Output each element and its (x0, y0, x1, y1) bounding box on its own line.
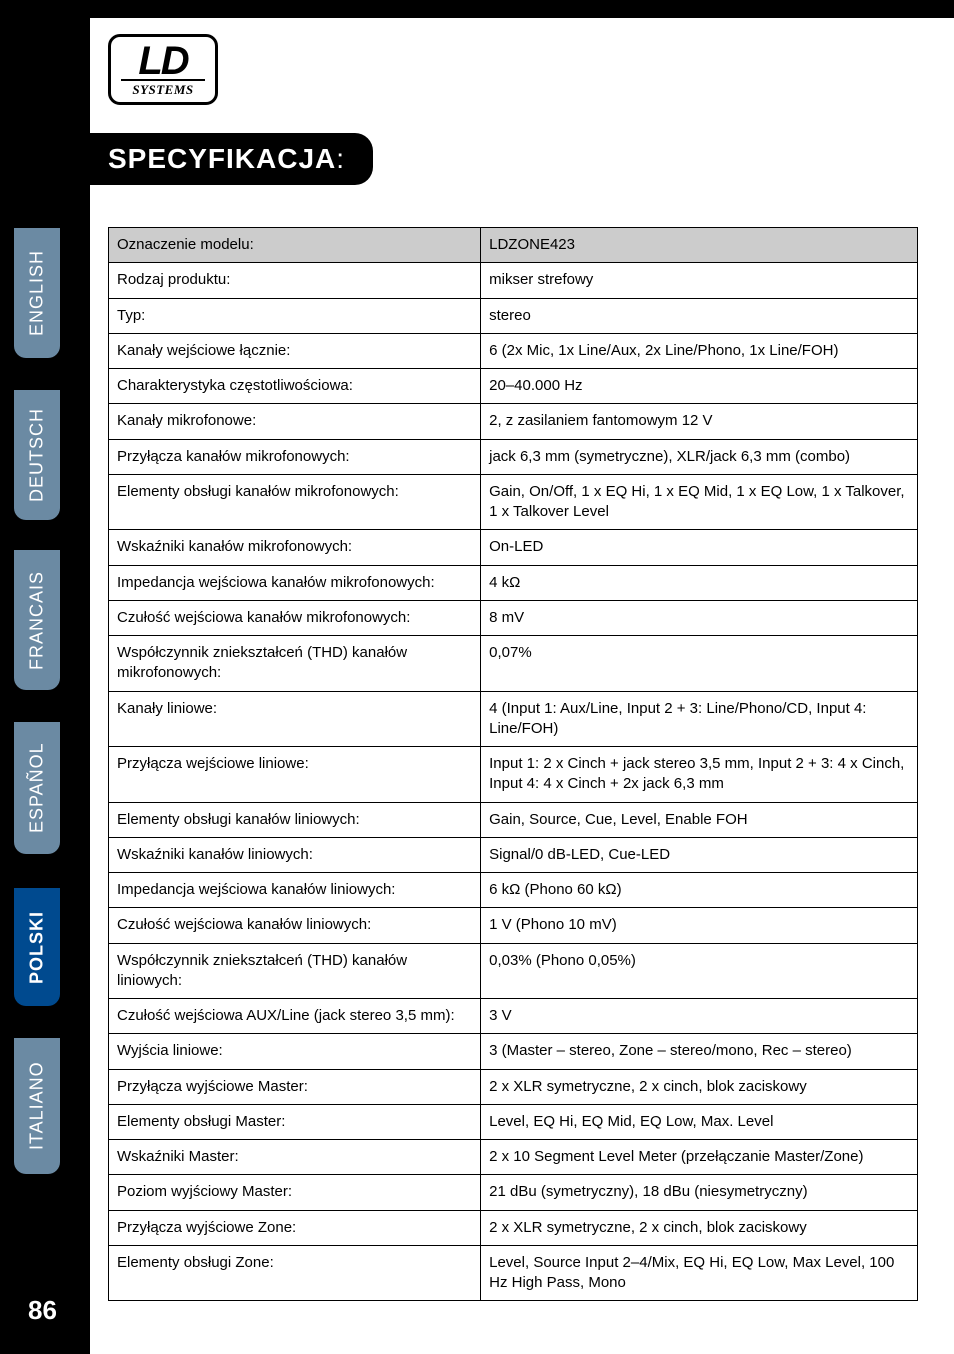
section-title-colon: : (336, 143, 345, 174)
page-number: 86 (28, 1295, 57, 1326)
spec-label: Czułość wejściowa kanałów liniowych: (109, 908, 481, 943)
table-row: Kanały wejściowe łącznie:6 (2x Mic, 1x L… (109, 333, 918, 368)
table-row: Czułość wejściowa kanałów mikrofonowych:… (109, 600, 918, 635)
spec-label: Wyjścia liniowe: (109, 1034, 481, 1069)
table-row: Oznaczenie modelu:LDZONE423 (109, 228, 918, 263)
spec-table: Oznaczenie modelu:LDZONE423Rodzaj produk… (108, 227, 918, 1301)
spec-value: On-LED (481, 530, 918, 565)
spec-value: stereo (481, 298, 918, 333)
section-title: SPECYFIKACJA: (90, 133, 373, 185)
spec-value: 8 mV (481, 600, 918, 635)
spec-value: Gain, On/Off, 1 x EQ Hi, 1 x EQ Mid, 1 x… (481, 474, 918, 530)
spec-label: Przyłącza wejściowe liniowe: (109, 747, 481, 803)
spec-label: Impedancja wejściowa kanałów mikrofonowy… (109, 565, 481, 600)
table-row: Współczynnik zniekształceń (THD) kanałów… (109, 943, 918, 999)
spec-value: Signal/0 dB-LED, Cue-LED (481, 837, 918, 872)
page-content: LD SYSTEMS SPECYFIKACJA: Oznaczenie mode… (90, 0, 954, 1354)
section-title-text: SPECYFIKACJA (108, 143, 336, 174)
lang-tab-english[interactable]: ENGLISH (14, 228, 60, 358)
spec-value: 2 x XLR symetryczne, 2 x cinch, blok zac… (481, 1210, 918, 1245)
spec-label: Oznaczenie modelu: (109, 228, 481, 263)
spec-label: Elementy obsługi Zone: (109, 1245, 481, 1301)
spec-label: Przyłącza wyjściowe Master: (109, 1069, 481, 1104)
table-row: Impedancja wejściowa kanałów mikrofonowy… (109, 565, 918, 600)
table-row: Impedancja wejściowa kanałów liniowych:6… (109, 873, 918, 908)
spec-value: 21 dBu (symetryczny), 18 dBu (niesymetry… (481, 1175, 918, 1210)
spec-value: Gain, Source, Cue, Level, Enable FOH (481, 802, 918, 837)
logo-brand-text: LD (121, 43, 205, 79)
table-row: Czułość wejściowa kanałów liniowych:1 V … (109, 908, 918, 943)
spec-value: 2 x XLR symetryczne, 2 x cinch, blok zac… (481, 1069, 918, 1104)
spec-label: Czułość wejściowa AUX/Line (jack stereo … (109, 999, 481, 1034)
spec-value: 3 (Master – stereo, Zone – stereo/mono, … (481, 1034, 918, 1069)
table-row: Czułość wejściowa AUX/Line (jack stereo … (109, 999, 918, 1034)
table-row: Przyłącza wejściowe liniowe:Input 1: 2 x… (109, 747, 918, 803)
table-row: Kanały mikrofonowe:2, z zasilaniem fanto… (109, 404, 918, 439)
spec-value: Level, Source Input 2–4/Mix, EQ Hi, EQ L… (481, 1245, 918, 1301)
table-row: Wskaźniki Master:2 x 10 Segment Level Me… (109, 1140, 918, 1175)
brand-logo: LD SYSTEMS (108, 34, 218, 105)
table-row: Wskaźniki kanałów mikrofonowych:On-LED (109, 530, 918, 565)
spec-label: Czułość wejściowa kanałów mikrofonowych: (109, 600, 481, 635)
spec-label: Elementy obsługi Master: (109, 1104, 481, 1139)
spec-value: Level, EQ Hi, EQ Mid, EQ Low, Max. Level (481, 1104, 918, 1139)
spec-label: Przyłącza kanałów mikrofonowych: (109, 439, 481, 474)
spec-value: 6 (2x Mic, 1x Line/Aux, 2x Line/Phono, 1… (481, 333, 918, 368)
spec-value: 1 V (Phono 10 mV) (481, 908, 918, 943)
table-row: Elementy obsługi Zone:Level, Source Inpu… (109, 1245, 918, 1301)
spec-label: Rodzaj produktu: (109, 263, 481, 298)
spec-label: Typ: (109, 298, 481, 333)
lang-tab-italiano[interactable]: ITALIANO (14, 1038, 60, 1174)
table-row: Charakterystyka częstotliwościowa:20–40.… (109, 369, 918, 404)
header-bar (90, 0, 954, 18)
table-row: Wyjścia liniowe:3 (Master – stereo, Zone… (109, 1034, 918, 1069)
spec-label: Wskaźniki kanałów liniowych: (109, 837, 481, 872)
table-row: Wskaźniki kanałów liniowych:Signal/0 dB-… (109, 837, 918, 872)
table-row: Typ:stereo (109, 298, 918, 333)
table-row: Elementy obsługi Master:Level, EQ Hi, EQ… (109, 1104, 918, 1139)
table-row: Rodzaj produktu:mikser strefowy (109, 263, 918, 298)
spec-value: 6 kΩ (Phono 60 kΩ) (481, 873, 918, 908)
spec-label: Kanały wejściowe łącznie: (109, 333, 481, 368)
spec-label: Wskaźniki kanałów mikrofonowych: (109, 530, 481, 565)
spec-label: Poziom wyjściowy Master: (109, 1175, 481, 1210)
spec-label: Kanały liniowe: (109, 691, 481, 747)
language-rail: ENGLISH DEUTSCH FRANCAIS ESPAÑOL POLSKI ITALI… (0, 0, 90, 1354)
logo-sub-text: SYSTEMS (121, 79, 205, 98)
spec-label: Przyłącza wyjściowe Zone: (109, 1210, 481, 1245)
table-row: Elementy obsługi kanałów mikrofonowych:G… (109, 474, 918, 530)
spec-value: 4 kΩ (481, 565, 918, 600)
spec-label: Współczynnik zniekształceń (THD) kanałów… (109, 636, 481, 692)
spec-value: 4 (Input 1: Aux/Line, Input 2 + 3: Line/… (481, 691, 918, 747)
table-row: Współczynnik zniekształceń (THD) kanałów… (109, 636, 918, 692)
spec-label: Wskaźniki Master: (109, 1140, 481, 1175)
lang-tab-francais[interactable]: FRANCAIS (14, 550, 60, 690)
spec-value: 3 V (481, 999, 918, 1034)
spec-value: mikser strefowy (481, 263, 918, 298)
spec-value: jack 6,3 mm (symetryczne), XLR/jack 6,3 … (481, 439, 918, 474)
table-row: Kanały liniowe:4 (Input 1: Aux/Line, Inp… (109, 691, 918, 747)
spec-label: Kanały mikrofonowe: (109, 404, 481, 439)
spec-label: Współczynnik zniekształceń (THD) kanałów… (109, 943, 481, 999)
spec-value: 2 x 10 Segment Level Meter (przełączanie… (481, 1140, 918, 1175)
table-row: Przyłącza wyjściowe Zone:2 x XLR symetry… (109, 1210, 918, 1245)
table-row: Poziom wyjściowy Master:21 dBu (symetryc… (109, 1175, 918, 1210)
spec-label: Elementy obsługi kanałów liniowych: (109, 802, 481, 837)
table-row: Przyłącza wyjściowe Master:2 x XLR symet… (109, 1069, 918, 1104)
spec-value: LDZONE423 (481, 228, 918, 263)
spec-value: 0,07% (481, 636, 918, 692)
spec-label: Charakterystyka częstotliwościowa: (109, 369, 481, 404)
lang-tab-español[interactable]: ESPAÑOL (14, 722, 60, 854)
lang-tab-deutsch[interactable]: DEUTSCH (14, 390, 60, 520)
spec-value: 20–40.000 Hz (481, 369, 918, 404)
spec-label: Impedancja wejściowa kanałów liniowych: (109, 873, 481, 908)
spec-value: Input 1: 2 x Cinch + jack stereo 3,5 mm,… (481, 747, 918, 803)
table-row: Przyłącza kanałów mikrofonowych:jack 6,3… (109, 439, 918, 474)
spec-value: 2, z zasilaniem fantomowym 12 V (481, 404, 918, 439)
spec-label: Elementy obsługi kanałów mikrofonowych: (109, 474, 481, 530)
lang-tab-polski[interactable]: POLSKI (14, 888, 60, 1006)
spec-value: 0,03% (Phono 0,05%) (481, 943, 918, 999)
table-row: Elementy obsługi kanałów liniowych:Gain,… (109, 802, 918, 837)
